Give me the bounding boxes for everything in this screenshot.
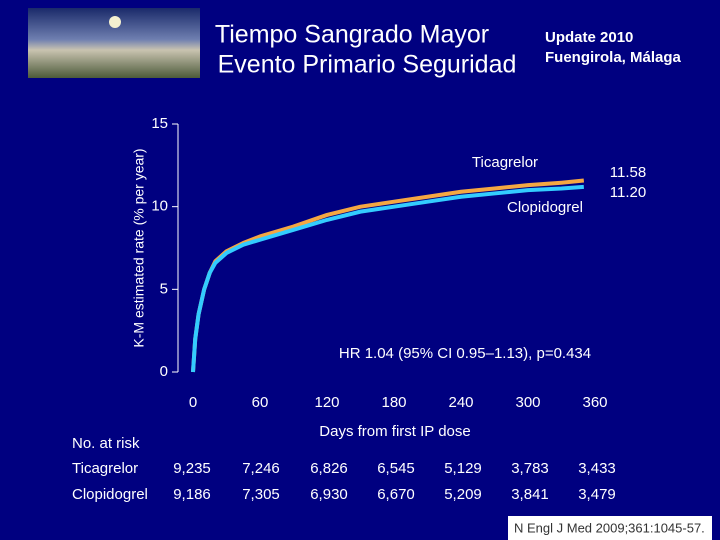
risk-value: 6,826 (310, 460, 348, 477)
legend-label: Ticagrelor (472, 154, 538, 171)
risk-value: 7,246 (242, 460, 280, 477)
y-tick-label: 0 (160, 363, 168, 380)
x-tick-label: 180 (381, 394, 406, 411)
risk-value: 3,783 (511, 460, 549, 477)
citation-box (508, 516, 712, 540)
risk-value: 5,129 (444, 460, 482, 477)
y-tick-label: 10 (151, 198, 168, 215)
x-tick-label: 240 (448, 394, 473, 411)
citation: N Engl J Med 2009;361:1045-57. (514, 520, 705, 535)
x-axis-label: Days from first IP dose (319, 423, 470, 440)
y-tick-label: 5 (160, 280, 168, 297)
risk-row-name: Clopidogrel (72, 486, 148, 503)
risk-value: 9,186 (173, 486, 211, 503)
risk-title: No. at risk (72, 435, 140, 452)
risk-value: 6,545 (377, 460, 415, 477)
end-label: 11.58 (610, 164, 646, 181)
title-line: Evento Primario Seguridad (218, 51, 517, 79)
end-label: 11.20 (610, 184, 646, 201)
risk-value: 3,841 (511, 486, 549, 503)
risk-value: 6,670 (377, 486, 415, 503)
x-tick-label: 120 (314, 394, 339, 411)
header-note: Fuengirola, Málaga (545, 49, 682, 66)
risk-value: 9,235 (173, 460, 211, 477)
photo-moon (109, 16, 121, 28)
risk-value: 6,930 (310, 486, 348, 503)
risk-value: 5,209 (444, 486, 482, 503)
y-axis-label: K-M estimated rate (% per year) (131, 148, 147, 347)
series-line (191, 184, 584, 373)
risk-row-name: Ticagrelor (72, 460, 138, 477)
risk-value: 3,479 (578, 486, 616, 503)
risk-value: 7,305 (242, 486, 280, 503)
x-tick-label: 0 (189, 394, 197, 411)
title-line: Tiempo Sangrado Mayor (215, 21, 489, 49)
x-tick-label: 60 (252, 394, 269, 411)
annotation: HR 1.04 (95% CI 0.95–1.13), p=0.434 (339, 345, 591, 362)
x-tick-label: 360 (582, 394, 607, 411)
header-note: Update 2010 (545, 29, 633, 46)
legend-label: Clopidogrel (507, 199, 583, 216)
y-tick-label: 15 (151, 115, 168, 132)
risk-value: 3,433 (578, 460, 616, 477)
x-tick-label: 300 (515, 394, 540, 411)
